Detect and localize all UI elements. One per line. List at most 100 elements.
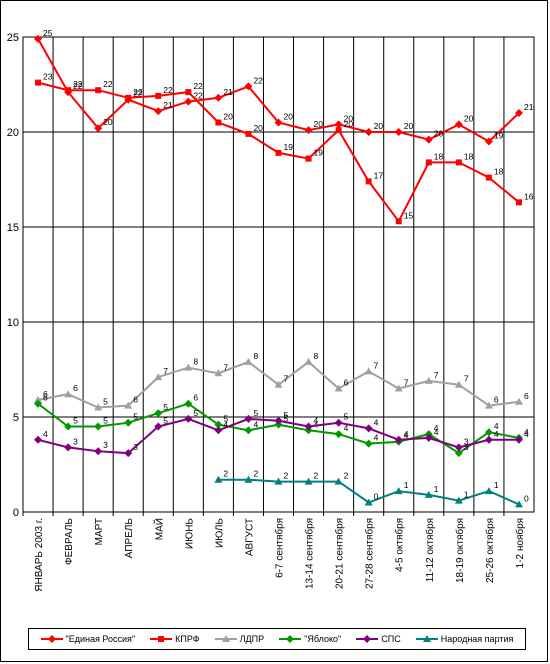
- data-point: [124, 401, 133, 409]
- data-label: 4: [494, 429, 499, 439]
- data-point: [94, 403, 103, 411]
- data-label: 17: [374, 170, 384, 180]
- data-point: [424, 376, 433, 384]
- data-point: [244, 414, 253, 423]
- data-point: [484, 487, 493, 495]
- data-point: [184, 414, 193, 423]
- data-label: 3: [73, 436, 78, 446]
- data-label: 22: [133, 89, 143, 99]
- data-label: 18: [494, 167, 504, 177]
- data-point: [154, 107, 163, 116]
- data-label: 15: [404, 210, 414, 220]
- x-category-label: ИЮЛЬ: [214, 518, 225, 548]
- data-label: 20: [314, 119, 324, 129]
- data-point: [454, 443, 463, 452]
- data-point: [394, 487, 403, 495]
- legend-item: СПС: [356, 634, 401, 644]
- data-label: 19: [314, 148, 324, 158]
- data-point: [484, 137, 493, 146]
- data-label: 25: [43, 28, 53, 38]
- data-label: 0: [374, 492, 379, 502]
- data-point: [34, 395, 43, 403]
- y-tick-label: 10: [7, 317, 19, 329]
- data-label: 22: [193, 81, 203, 91]
- data-label: 5: [284, 414, 289, 424]
- data-point: [154, 373, 163, 381]
- data-point: [94, 124, 103, 133]
- data-point: [515, 199, 522, 206]
- legend-item: "Яблоко": [279, 634, 341, 644]
- data-point: [95, 87, 102, 94]
- data-point: [274, 416, 283, 425]
- data-point: [64, 443, 73, 452]
- data-label: 0: [524, 493, 529, 503]
- data-point: [304, 422, 313, 431]
- data-label: 20: [253, 123, 263, 133]
- data-label: 7: [434, 370, 439, 380]
- x-category-label: МАЙ: [152, 518, 165, 540]
- data-point: [64, 422, 73, 431]
- x-category-label: 11-12 октября: [424, 518, 436, 582]
- data-point: [364, 128, 373, 136]
- data-label: 6: [43, 393, 48, 403]
- data-point: [334, 430, 343, 439]
- data-point: [484, 428, 493, 437]
- data-point: [454, 380, 463, 388]
- x-category-label: 27-28 сентября: [364, 518, 376, 589]
- legend-swatch: [40, 635, 63, 643]
- data-label: 4: [524, 427, 529, 437]
- x-category-label: 1-2 ноября: [514, 518, 526, 568]
- legend-label: СПС: [381, 634, 401, 644]
- data-label: 3: [464, 442, 469, 452]
- data-point: [34, 435, 43, 444]
- data-label: 22: [133, 87, 143, 97]
- x-category-label: 4-5 октября: [394, 518, 406, 572]
- data-point: [485, 174, 492, 181]
- data-point: [454, 120, 463, 129]
- data-label: 1: [494, 480, 499, 490]
- data-label: 6: [524, 391, 529, 401]
- data-label: 4: [494, 421, 499, 431]
- data-label: 3: [103, 440, 108, 450]
- legend-label: "Яблоко": [304, 634, 342, 644]
- data-label: 1: [404, 480, 409, 490]
- x-category-label: 18-19 октября: [454, 518, 466, 583]
- data-point: [394, 128, 403, 136]
- data-label: 18: [464, 151, 474, 161]
- data-label: 5: [73, 416, 78, 426]
- data-label: 7: [374, 360, 379, 370]
- data-label: 4: [404, 429, 409, 439]
- data-point: [244, 82, 253, 91]
- data-label: 4: [434, 427, 439, 437]
- data-label: 20: [223, 112, 233, 122]
- data-point: [274, 380, 283, 388]
- data-point: [185, 89, 192, 96]
- data-label: 19: [284, 142, 294, 152]
- data-label: 3: [133, 442, 138, 452]
- y-tick-label: 20: [7, 127, 19, 139]
- data-point: [35, 79, 42, 86]
- data-label: 22: [193, 91, 203, 101]
- x-category-label: 13-14 сентября: [304, 518, 316, 589]
- data-label: 6: [494, 395, 499, 405]
- data-point: [154, 409, 163, 418]
- legend-item: "Единая Россия": [40, 634, 135, 644]
- data-point: [184, 97, 193, 106]
- data-label: 20: [344, 113, 354, 123]
- data-point: [214, 475, 223, 483]
- data-label: 2: [314, 471, 319, 481]
- data-label: 20: [103, 117, 113, 127]
- data-label: 7: [284, 374, 289, 384]
- data-point: [214, 369, 223, 377]
- legend-swatch: [415, 635, 438, 642]
- data-point: [34, 34, 43, 43]
- data-label: 7: [163, 366, 168, 376]
- data-label: 20: [344, 119, 354, 129]
- data-label: 2: [253, 469, 258, 479]
- data-point: [244, 426, 253, 435]
- data-label: 23: [43, 72, 53, 82]
- data-point: [215, 119, 222, 126]
- data-label: 4: [314, 416, 319, 426]
- legend-swatch: [279, 635, 302, 643]
- data-label: 5: [133, 412, 138, 422]
